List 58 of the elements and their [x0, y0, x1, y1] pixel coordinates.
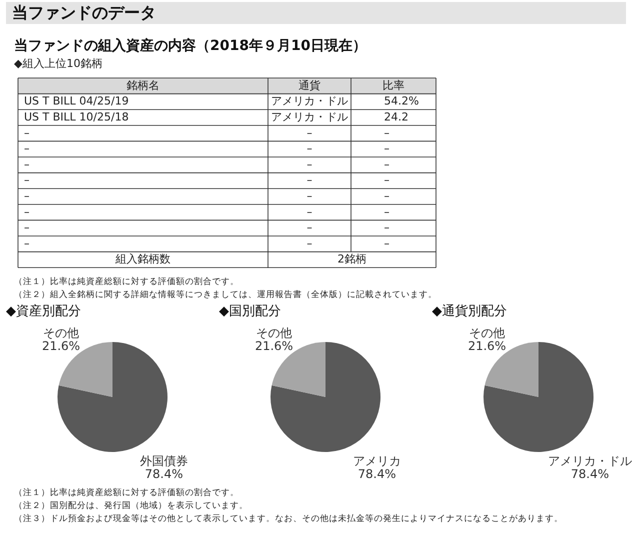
text: –: [24, 142, 30, 156]
text: –: [384, 205, 390, 218]
text: –: [306, 205, 312, 218]
text: –: [306, 158, 312, 171]
text: –: [384, 236, 390, 250]
category-label: 通貨: [298, 78, 320, 92]
text: –: [306, 221, 312, 234]
text: 24.2: [384, 110, 408, 124]
text: US T BILL 10/25/18: [24, 110, 129, 124]
slice-label: その他: [469, 326, 506, 340]
slice-label: 外国債券: [140, 454, 188, 468]
text: –: [24, 174, 30, 187]
text: （注２）組入全銘柄に関する詳細な情報等につきましては、運用報告書（全体版）に記載されています。: [14, 289, 437, 300]
text: US T BILL 04/25/19: [24, 94, 129, 108]
text: –: [24, 190, 30, 202]
text: –: [384, 174, 390, 187]
text: –: [384, 190, 390, 202]
data-label: 21.6%: [254, 339, 294, 354]
text: –: [306, 142, 312, 156]
text: 54.2%: [384, 94, 419, 108]
text: ◆組入上位10銘柄: [14, 57, 102, 70]
category-label: 比率: [382, 78, 404, 92]
text: 当ファンドのデータ: [12, 3, 156, 22]
text: –: [384, 142, 390, 156]
slice-label: アメリカ・ドル: [548, 454, 632, 468]
text: –: [306, 190, 312, 202]
data-label: 78.4%: [144, 466, 184, 481]
text: –: [306, 126, 312, 140]
chart-title: ◆通貨別配分: [432, 304, 507, 319]
slice-label: その他: [43, 326, 80, 340]
text: 組入銘柄数: [116, 252, 170, 266]
text: 2銘柄: [338, 252, 366, 266]
text: （注１）比率は純資産総額に対する評価額の割合です。: [14, 276, 239, 287]
text: –: [24, 205, 30, 218]
text: （注３）ドル預金および現金等はその他として表示しています。なお、その他は未払金等の発生によりマイナスになることがあります。: [14, 513, 563, 524]
text: –: [384, 158, 390, 171]
chart-title: ◆国別配分: [219, 304, 281, 319]
data-label: 21.6%: [468, 339, 506, 354]
text: –: [24, 236, 30, 250]
text: –: [24, 221, 30, 234]
category-label: 銘柄名: [126, 78, 160, 92]
text: アメリカ・ドル: [271, 110, 348, 124]
slice-label: その他: [256, 326, 292, 340]
text: –: [384, 221, 390, 234]
slice-label: アメリカ: [352, 454, 401, 468]
text: 当ファンドの組入資産の内容（2018年９月10日現在）: [14, 37, 366, 54]
text: –: [24, 126, 30, 140]
data-label: 78.4%: [358, 466, 396, 481]
text: –: [24, 158, 30, 171]
text: （注２）国別配分は、発行国（地域）を表示しています。: [14, 500, 248, 511]
data-label: 78.4%: [570, 466, 610, 481]
data-label: 21.6%: [42, 339, 80, 354]
text: （注１）比率は純資産総額に対する評価額の割合です。: [14, 487, 239, 498]
text: –: [384, 126, 390, 140]
text: –: [306, 174, 312, 187]
text: –: [306, 236, 312, 250]
chart-title: ◆資産別配分: [6, 303, 81, 319]
text: アメリカ・ドル: [271, 94, 348, 108]
